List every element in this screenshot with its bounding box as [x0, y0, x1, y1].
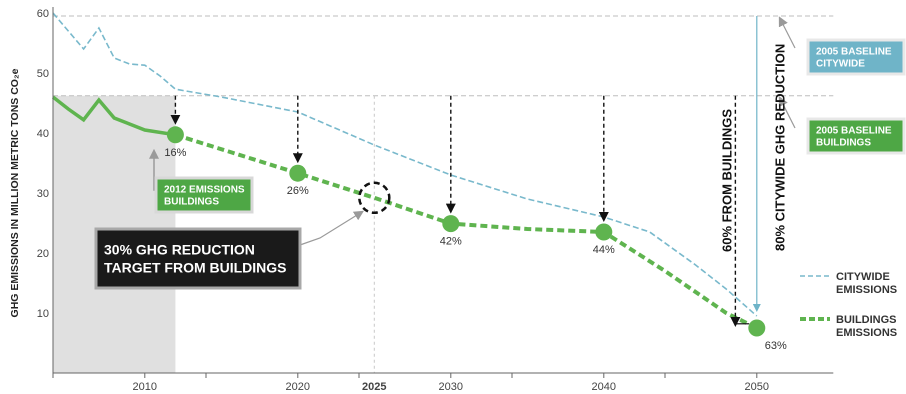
x-tick-label: 2020 [286, 381, 310, 393]
citywide-emissions-line [52, 12, 758, 317]
y-axis-label: GHG EMISSIONS IN MILLION METRIC TONS CO₂… [9, 68, 21, 317]
buildings-emissions-historical-line [51, 95, 176, 137]
citywide-baseline-connector [778, 16, 796, 49]
target-callout-box [94, 227, 302, 290]
milestone-point [748, 319, 766, 337]
y-tick-label: 10 [37, 308, 49, 320]
emissions-2012-callout-box [154, 176, 254, 214]
target-connector [299, 210, 365, 246]
baseline-citywide-callout-text: CITYWIDE [816, 58, 865, 69]
emissions-2012-callout-text: 2012 EMISSIONS [164, 184, 245, 195]
emissions-2012-callout-text: BUILDINGS [164, 196, 219, 207]
baseline-buildings-callout-box [806, 117, 906, 155]
buildings-reduction-label: 60% FROM BUILDINGS [719, 109, 734, 252]
milestone-point [595, 223, 613, 241]
legend-label: EMISSIONS [836, 327, 897, 339]
milestone-point [289, 164, 307, 182]
milestone-point [166, 126, 184, 144]
milestone-point [442, 215, 460, 233]
target-callout-text: 30% GHG REDUCTION [104, 242, 255, 258]
x-tick-label: 2040 [592, 381, 616, 393]
milestone-label: 44% [593, 244, 615, 256]
legend-label: BUILDINGS [836, 314, 897, 326]
legend-label: EMISSIONS [836, 284, 897, 296]
milestone-label: 42% [440, 236, 462, 248]
y-tick-label: 20 [37, 248, 49, 260]
baseline-citywide-callout-text: 2005 BASELINE [816, 46, 892, 57]
target-2025-circle [358, 181, 391, 215]
marks-layer: 16% 26% 42% 44% 63% [164, 16, 787, 352]
series-layer [51, 12, 758, 330]
buildings-baseline-connector [778, 96, 796, 129]
y-tick-label: 60 [37, 8, 49, 20]
x-tick-label: 2010 [133, 381, 157, 393]
x-tick-label: 2025 [362, 381, 386, 393]
baseline-buildings-callout-text: 2005 BASELINE [816, 125, 892, 136]
milestone-label: 16% [164, 147, 186, 159]
y-tick-label: 40 [37, 128, 49, 140]
x-tick-label: 2050 [745, 381, 769, 393]
buildings-emissions-projected-line [174, 132, 758, 330]
axes-layer: 2010 2020 2025 2030 2040 2050102030405060GHG … [9, 7, 834, 393]
baseline-citywide-callout-box [806, 38, 906, 76]
target-callout-text: TARGET FROM BUILDINGS [104, 260, 287, 276]
milestone-label: 63% [765, 340, 787, 352]
legend-label: CITYWIDE [836, 271, 890, 283]
baseline-buildings-callout-text: BUILDINGS [816, 137, 871, 148]
milestone-label: 26% [287, 185, 309, 197]
y-tick-label: 30 [37, 188, 49, 200]
y-tick-label: 50 [37, 68, 49, 80]
x-tick-label: 2030 [439, 381, 463, 393]
citywide-reduction-label: 80% CITYWIDE GHG REDUCTION [772, 44, 787, 251]
grid-layer [53, 15, 834, 373]
